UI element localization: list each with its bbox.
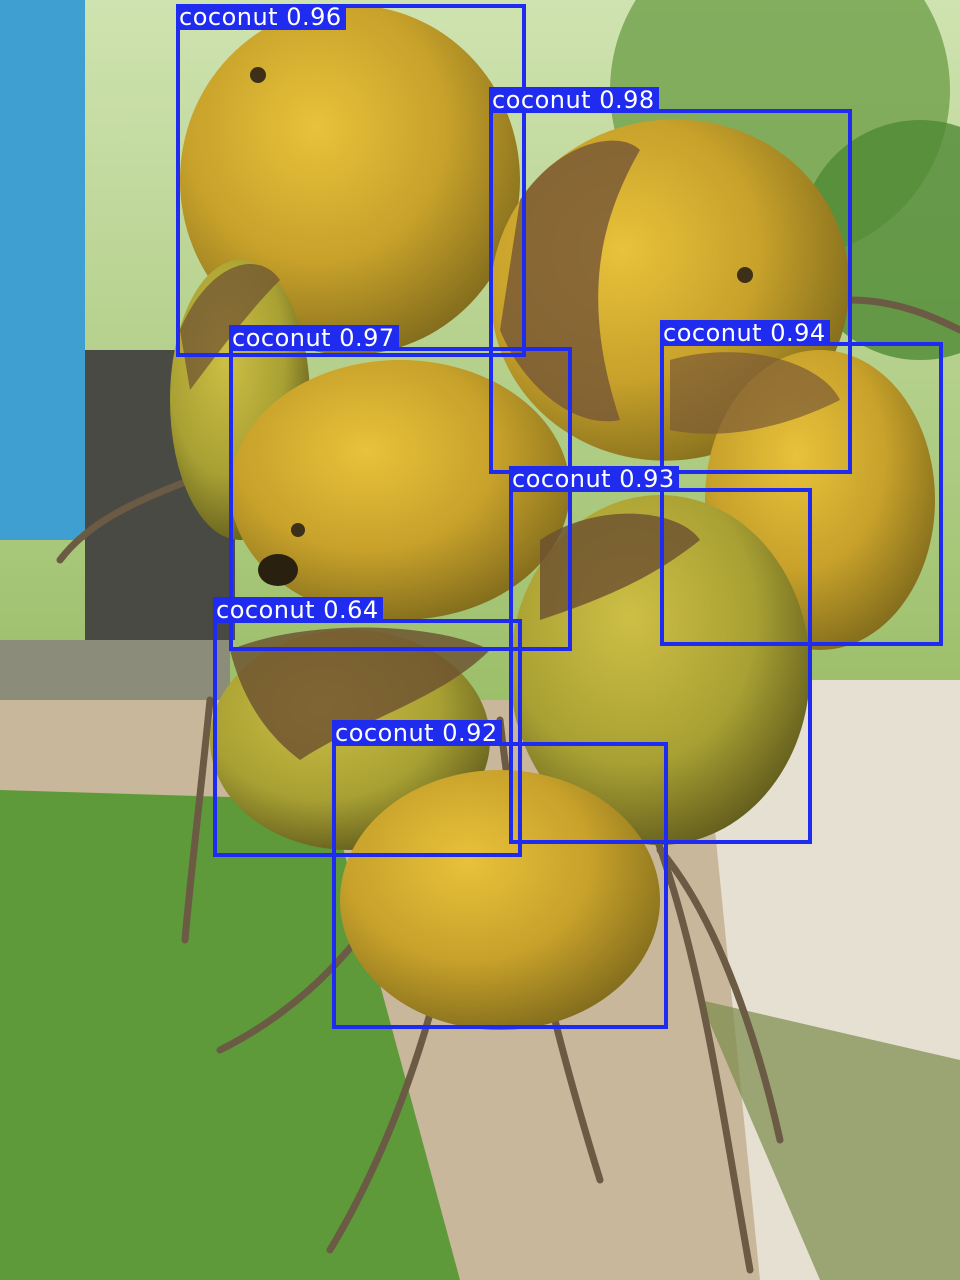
detection-box: coconut 0.97 xyxy=(229,325,572,651)
detection-box: coconut 0.64 xyxy=(213,597,522,857)
detection-label: coconut 0.64 xyxy=(213,597,383,623)
detection-label: coconut 0.94 xyxy=(660,320,830,346)
class-name: coconut xyxy=(335,719,435,747)
detection-label: coconut 0.98 xyxy=(489,87,659,113)
detection-label: coconut 0.96 xyxy=(176,4,346,30)
class-name: coconut xyxy=(492,86,592,114)
confidence-score: 0.94 xyxy=(770,319,826,347)
confidence-score: 0.98 xyxy=(599,86,655,114)
detection-box: coconut 0.98 xyxy=(489,87,852,474)
confidence-score: 0.64 xyxy=(323,596,379,624)
detection-box: coconut 0.96 xyxy=(176,4,526,357)
detection-label: coconut 0.97 xyxy=(229,325,399,351)
detection-box: coconut 0.93 xyxy=(509,466,812,844)
detection-box: coconut 0.92 xyxy=(332,720,668,1029)
class-name: coconut xyxy=(663,319,763,347)
class-name: coconut xyxy=(179,3,279,31)
detection-label: coconut 0.93 xyxy=(509,466,679,492)
confidence-score: 0.96 xyxy=(286,3,342,31)
detection-box: coconut 0.94 xyxy=(660,320,943,646)
confidence-score: 0.93 xyxy=(619,465,675,493)
class-name: coconut xyxy=(216,596,316,624)
class-name: coconut xyxy=(232,324,332,352)
confidence-score: 0.97 xyxy=(339,324,395,352)
detection-label: coconut 0.92 xyxy=(332,720,502,746)
confidence-score: 0.92 xyxy=(442,719,498,747)
class-name: coconut xyxy=(512,465,612,493)
blue-wall xyxy=(0,0,85,540)
